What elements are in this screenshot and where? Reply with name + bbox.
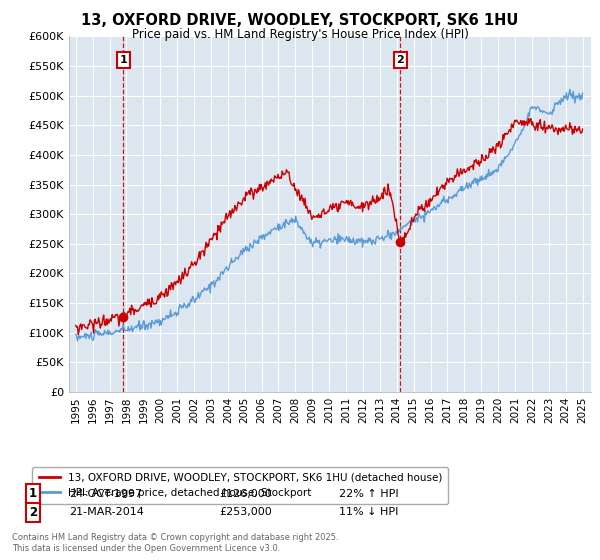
Text: £253,000: £253,000 (219, 507, 272, 517)
Text: 1: 1 (119, 55, 127, 65)
Text: 11% ↓ HPI: 11% ↓ HPI (339, 507, 398, 517)
Text: 22% ↑ HPI: 22% ↑ HPI (339, 489, 398, 499)
Text: Price paid vs. HM Land Registry's House Price Index (HPI): Price paid vs. HM Land Registry's House … (131, 28, 469, 41)
Text: Contains HM Land Registry data © Crown copyright and database right 2025.
This d: Contains HM Land Registry data © Crown c… (12, 533, 338, 553)
Text: 21-MAR-2014: 21-MAR-2014 (69, 507, 144, 517)
Text: 13, OXFORD DRIVE, WOODLEY, STOCKPORT, SK6 1HU: 13, OXFORD DRIVE, WOODLEY, STOCKPORT, SK… (82, 13, 518, 28)
Text: 24-OCT-1997: 24-OCT-1997 (69, 489, 142, 499)
Text: 1: 1 (29, 487, 37, 501)
Text: 2: 2 (397, 55, 404, 65)
Text: £126,000: £126,000 (219, 489, 272, 499)
Legend: 13, OXFORD DRIVE, WOODLEY, STOCKPORT, SK6 1HU (detached house), HPI: Average pri: 13, OXFORD DRIVE, WOODLEY, STOCKPORT, SK… (32, 466, 448, 504)
Text: 2: 2 (29, 506, 37, 519)
